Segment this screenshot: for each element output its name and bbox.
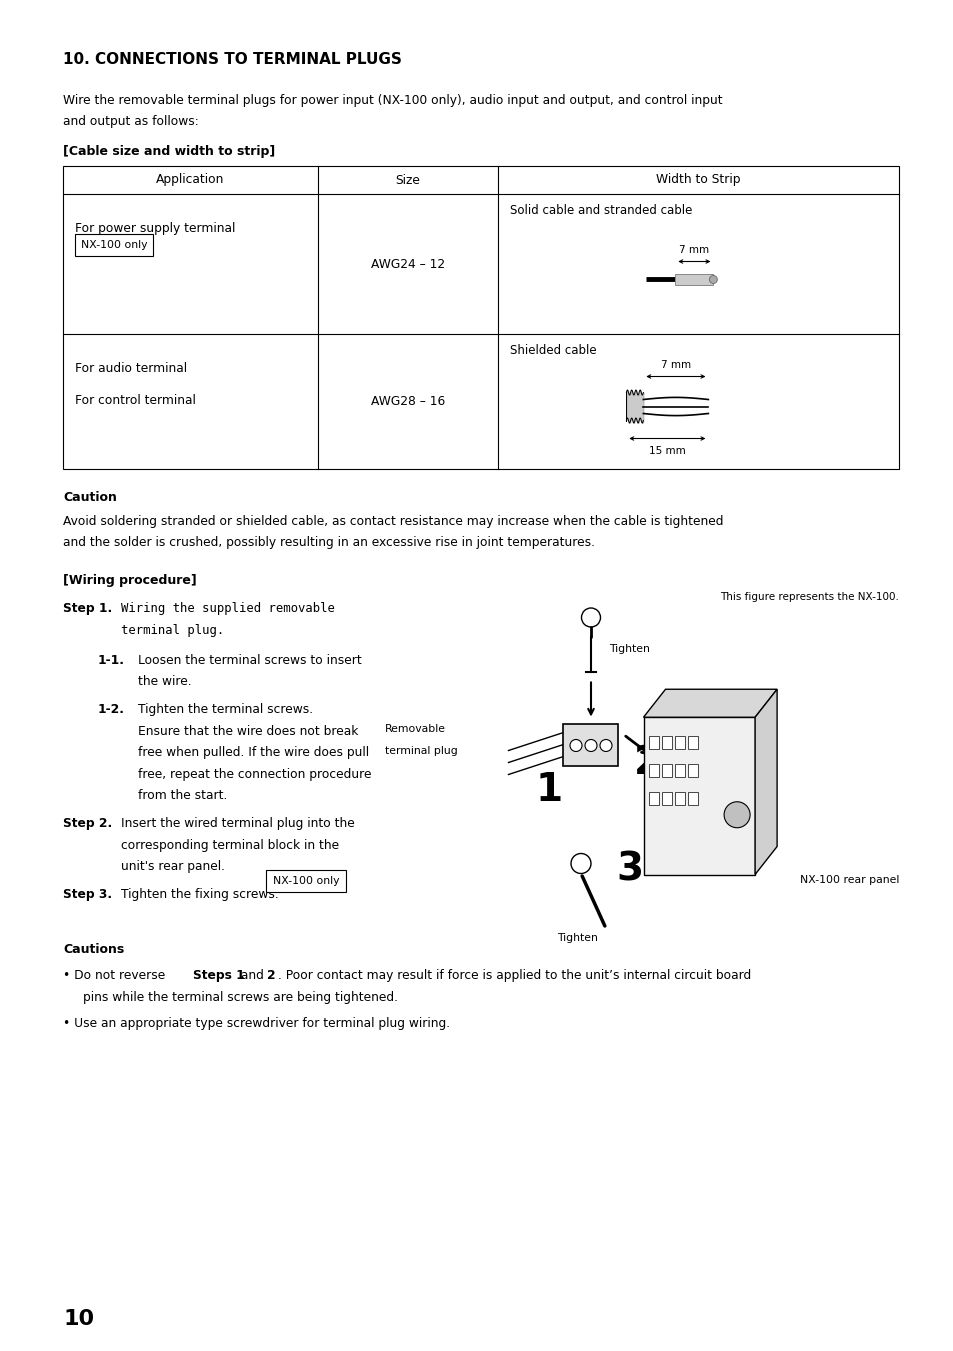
Text: 2: 2: [267, 970, 275, 982]
Text: Caution: Caution: [63, 492, 117, 504]
Text: Insert the wired terminal plug into the: Insert the wired terminal plug into the: [121, 817, 355, 831]
Text: AWG24 – 12: AWG24 – 12: [371, 258, 444, 272]
Bar: [661, 792, 672, 805]
Text: Solid cable and stranded cable: Solid cable and stranded cable: [509, 204, 691, 218]
Bar: [661, 736, 672, 750]
Bar: [675, 736, 685, 750]
Text: and: and: [236, 970, 268, 982]
Circle shape: [581, 608, 599, 627]
Text: Removable: Removable: [385, 724, 446, 735]
Text: 10: 10: [63, 1309, 94, 1329]
Circle shape: [584, 739, 597, 751]
Text: NX-100 rear panel: NX-100 rear panel: [799, 875, 898, 885]
Bar: [63, 166, 898, 470]
Text: For control terminal: For control terminal: [75, 394, 195, 408]
Text: and the solder is crushed, possibly resulting in an excessive rise in joint temp: and the solder is crushed, possibly resu…: [63, 536, 595, 550]
Text: terminal plug.: terminal plug.: [121, 624, 224, 638]
Text: and output as follows:: and output as follows:: [63, 115, 198, 128]
Bar: [675, 765, 685, 777]
Circle shape: [723, 801, 749, 828]
Text: Step 3.: Step 3.: [63, 889, 112, 901]
Text: corresponding terminal block in the: corresponding terminal block in the: [121, 839, 338, 852]
Text: 2: 2: [633, 744, 659, 782]
Text: 1-2.: 1-2.: [98, 704, 125, 716]
Polygon shape: [643, 689, 777, 717]
Bar: [266, 870, 346, 893]
Circle shape: [569, 739, 581, 751]
Text: free, repeat the connection procedure: free, repeat the connection procedure: [138, 767, 371, 781]
Bar: [563, 724, 618, 766]
Text: For audio terminal: For audio terminal: [75, 362, 187, 376]
Bar: [75, 235, 152, 257]
Text: Step 1.: Step 1.: [63, 603, 112, 616]
Text: Cautions: Cautions: [63, 943, 124, 957]
Text: Avoid soldering stranded or shielded cable, as contact resistance may increase w: Avoid soldering stranded or shielded cab…: [63, 515, 722, 528]
Text: This figure represents the NX-100.: This figure represents the NX-100.: [720, 593, 898, 603]
Polygon shape: [755, 689, 777, 874]
Circle shape: [709, 276, 717, 284]
Text: pins while the terminal screws are being tightened.: pins while the terminal screws are being…: [83, 992, 397, 1004]
Bar: [675, 792, 685, 805]
Text: • Use an appropriate type screwdriver for terminal plug wiring.: • Use an appropriate type screwdriver fo…: [63, 1017, 450, 1029]
Text: free when pulled. If the wire does pull: free when pulled. If the wire does pull: [138, 747, 369, 759]
Text: Loosen the terminal screws to insert: Loosen the terminal screws to insert: [138, 654, 361, 667]
Text: Steps 1: Steps 1: [193, 970, 245, 982]
Text: 15 mm: 15 mm: [648, 446, 685, 455]
Text: Wire the removable terminal plugs for power input (NX-100 only), audio input and: Wire the removable terminal plugs for po…: [63, 95, 721, 107]
Text: Tighten the fixing screws.: Tighten the fixing screws.: [121, 889, 278, 901]
Text: 7 mm: 7 mm: [679, 246, 709, 255]
Text: Ensure that the wire does not break: Ensure that the wire does not break: [138, 725, 358, 738]
Text: 7 mm: 7 mm: [660, 361, 690, 370]
Bar: [649, 765, 659, 777]
Text: AWG28 – 16: AWG28 – 16: [371, 396, 444, 408]
Text: . Poor contact may result if force is applied to the unit’s internal circuit boa: . Poor contact may result if force is ap…: [277, 970, 750, 982]
Text: Width to Strip: Width to Strip: [656, 173, 740, 186]
Bar: [675, 274, 713, 285]
Text: 1-1.: 1-1.: [98, 654, 125, 667]
Text: Tighten: Tighten: [557, 934, 598, 943]
Text: terminal plug: terminal plug: [385, 746, 457, 757]
Text: [Wiring procedure]: [Wiring procedure]: [63, 574, 196, 588]
Text: from the start.: from the start.: [138, 789, 227, 802]
Circle shape: [599, 739, 612, 751]
Text: unit's rear panel.: unit's rear panel.: [121, 861, 225, 874]
Bar: [661, 765, 672, 777]
Bar: [649, 736, 659, 750]
Text: Wiring the supplied removable: Wiring the supplied removable: [121, 603, 335, 616]
Text: • Do not reverse: • Do not reverse: [63, 970, 169, 982]
Text: [Cable size and width to strip]: [Cable size and width to strip]: [63, 146, 275, 158]
Text: Size: Size: [395, 173, 420, 186]
Text: the wire.: the wire.: [138, 676, 192, 689]
Bar: [643, 717, 755, 874]
Text: For power supply terminal: For power supply terminal: [75, 223, 235, 235]
Text: NX-100 only: NX-100 only: [81, 240, 147, 250]
Bar: [649, 792, 659, 805]
Text: 3: 3: [616, 851, 642, 889]
Text: 10. CONNECTIONS TO TERMINAL PLUGS: 10. CONNECTIONS TO TERMINAL PLUGS: [63, 51, 401, 68]
Text: Application: Application: [156, 173, 225, 186]
Bar: [63, 166, 898, 470]
Bar: [688, 736, 698, 750]
Bar: [688, 792, 698, 805]
Text: Tighten: Tighten: [608, 644, 649, 654]
Circle shape: [571, 854, 590, 874]
Text: Step 2.: Step 2.: [63, 817, 112, 831]
Text: Tighten the terminal screws.: Tighten the terminal screws.: [138, 704, 313, 716]
Text: Shielded cable: Shielded cable: [509, 345, 596, 358]
Bar: [688, 765, 698, 777]
Text: NX-100 only: NX-100 only: [273, 877, 339, 886]
Text: 1: 1: [536, 771, 562, 809]
